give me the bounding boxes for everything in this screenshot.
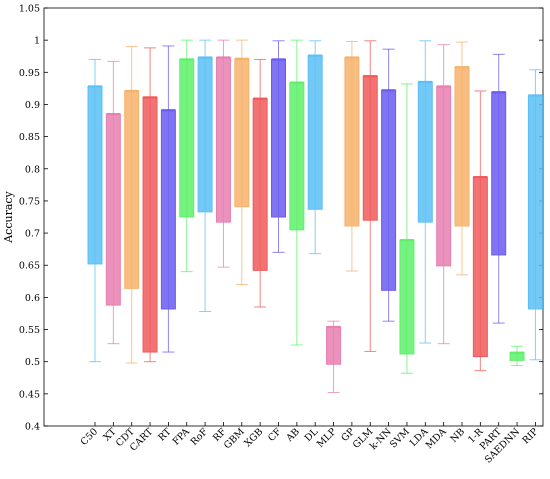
- box-fpa: [179, 39, 195, 273]
- x-tick-label: CF: [266, 426, 284, 444]
- box-body: [417, 81, 433, 223]
- box-body: [289, 82, 305, 231]
- y-tick-label: 1.05: [19, 4, 40, 15]
- y-tick-label: 0.8: [25, 164, 40, 175]
- x-tick-label: XGB: [242, 426, 265, 449]
- x-tick-label: MDA: [424, 426, 449, 451]
- box-body: [472, 176, 488, 358]
- box-gp: [344, 40, 360, 272]
- box-cart: [142, 47, 158, 363]
- box-cdt: [124, 46, 140, 364]
- box-body: [197, 57, 213, 213]
- box-rt: [160, 45, 176, 353]
- box-part: [491, 53, 507, 324]
- y-tick-label: 0.9: [25, 100, 40, 111]
- y-tick-label: 0.85: [19, 132, 40, 143]
- x-tick-label: SVM: [388, 426, 412, 450]
- box-mlp: [326, 320, 342, 394]
- x-tick-label: k-NN: [368, 426, 394, 452]
- box-ab: [289, 39, 305, 346]
- box-k-nn: [381, 48, 397, 322]
- box-glm: [362, 40, 378, 352]
- box-svm: [399, 83, 415, 374]
- box-1-r: [472, 90, 488, 372]
- box-nb: [454, 41, 470, 276]
- y-tick-label: 0.7: [25, 229, 40, 240]
- box-c50: [87, 58, 103, 363]
- x-tick-label: RoF: [189, 426, 211, 448]
- box-body: [124, 90, 140, 289]
- box-mda: [436, 44, 452, 345]
- box-xgb: [252, 58, 268, 308]
- box-saednn: [509, 345, 525, 367]
- x-tick-label: FPA: [171, 426, 192, 447]
- box-body: [436, 85, 452, 267]
- y-tick-label: 0.55: [19, 325, 40, 336]
- box-body: [87, 85, 103, 265]
- box-body: [215, 57, 231, 223]
- y-tick-label: 0.45: [19, 389, 40, 400]
- y-tick-label: 1: [34, 36, 40, 47]
- plot-frame: [43, 7, 544, 427]
- box-body: [362, 75, 378, 221]
- box-body: [527, 94, 543, 310]
- box-body: [105, 113, 121, 306]
- box-gbm: [234, 39, 250, 286]
- box-body: [234, 58, 250, 208]
- box-xt: [105, 60, 121, 345]
- x-tick-label: NB: [449, 426, 468, 445]
- x-tick-label: C50: [79, 426, 100, 447]
- box-body: [160, 109, 176, 310]
- box-rip: [527, 69, 543, 361]
- box-body: [381, 89, 397, 291]
- box-lda: [417, 40, 433, 344]
- box-series: [87, 39, 543, 394]
- x-tick-label: AB: [284, 426, 302, 444]
- box-rf: [215, 39, 231, 268]
- y-tick-label: 0.75: [19, 196, 40, 207]
- box-rof: [197, 39, 213, 313]
- y-tick-label: 0.6: [25, 293, 40, 304]
- box-body: [344, 57, 360, 227]
- box-body: [142, 96, 158, 353]
- y-axis-label: Accuracy: [2, 190, 15, 243]
- box-body: [326, 326, 342, 365]
- box-cf: [271, 40, 286, 253]
- box-body: [271, 58, 286, 218]
- box-body: [252, 98, 268, 271]
- box-body: [454, 66, 470, 227]
- box-dl: [307, 40, 323, 255]
- y-tick-label: 0.95: [19, 68, 40, 79]
- x-tick-label: MLP: [315, 426, 339, 450]
- x-tick-label: RIP: [521, 426, 541, 446]
- box-body: [307, 55, 323, 210]
- y-tick-label: 0.65: [19, 261, 40, 272]
- y-tick-label: 0.5: [25, 357, 40, 368]
- box-body: [399, 239, 415, 355]
- y-tick-label: 0.4: [25, 422, 40, 433]
- box-body: [509, 352, 525, 361]
- box-body: [491, 91, 507, 256]
- box-body: [179, 58, 195, 218]
- x-tick-label: GBM: [222, 426, 247, 451]
